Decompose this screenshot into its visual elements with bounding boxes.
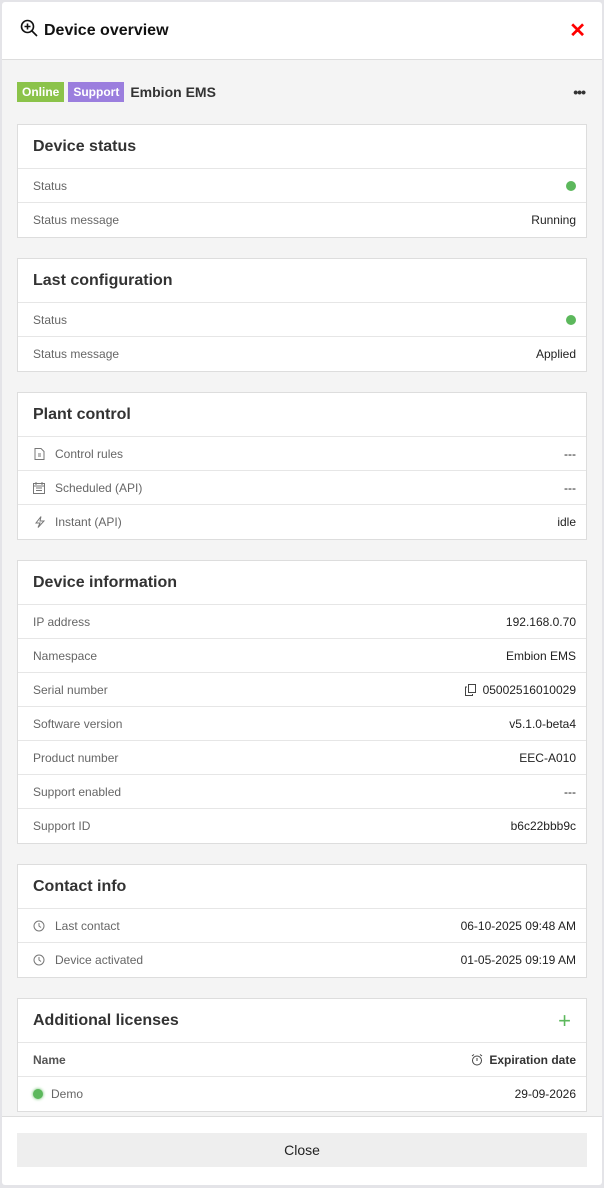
row-label: Namespace — [33, 648, 98, 663]
card-title: Additional licenses + — [18, 999, 586, 1043]
add-license-button[interactable]: + — [558, 1007, 571, 1033]
row-label: Support ID — [33, 819, 91, 833]
info-row: Namespace Embion EMS — [18, 639, 586, 673]
status-dot — [566, 180, 576, 191]
row-label: Status message — [33, 347, 120, 361]
modal-body: Online Support Embion EMS ••• Device sta… — [2, 60, 602, 1117]
info-row: Control rules --- — [18, 437, 586, 471]
info-row: Product number EEC-A010 — [18, 741, 586, 775]
info-row: Software version v5.1.0-beta4 — [18, 707, 586, 741]
info-row: Status message Applied — [18, 337, 586, 371]
row-label: Device activated — [55, 953, 144, 967]
row-label: Demo — [51, 1087, 84, 1101]
row-label: Status — [33, 312, 68, 327]
clock-icon — [33, 954, 45, 966]
info-row: Scheduled (API) --- — [18, 471, 586, 505]
status-dot — [566, 314, 576, 325]
card-title-text: Contact info — [33, 877, 127, 895]
row-label: Name — [33, 1052, 66, 1067]
info-row: Support enabled --- — [18, 775, 586, 809]
row-label: Status message — [33, 213, 120, 227]
row-label: IP address — [33, 614, 91, 629]
device-name: Embion EMS — [130, 84, 216, 100]
info-row: Status — [18, 303, 586, 337]
device-information-card: Device information IP address 192.168.0.70… — [17, 560, 587, 844]
row-label: Serial number — [33, 682, 108, 697]
license-status-dot — [33, 1089, 43, 1099]
card-title: Device information — [18, 561, 586, 605]
close-button[interactable]: Close — [17, 1133, 587, 1167]
modal-title: Device overview — [44, 21, 169, 39]
row-value: --- — [564, 446, 576, 461]
row-value: Embion EMS — [505, 648, 576, 663]
table-header: Name Expiration date — [18, 1043, 586, 1077]
support-badge: Support — [68, 82, 125, 102]
row-label: Status — [33, 178, 68, 193]
info-row: Device activated 01-05-2025 09:19 AM — [18, 943, 586, 977]
additional-licenses-card: Additional licenses + Name Expiration date D… — [17, 998, 587, 1112]
card-title-text: Device status — [33, 137, 137, 155]
plant-control-card: Plant control Control rules --- Scheduled (… — [17, 392, 587, 540]
online-badge: Online — [17, 82, 65, 102]
row-label: Instant (API) — [55, 515, 122, 529]
row-value: Running — [531, 213, 576, 227]
info-row: Status — [18, 169, 586, 203]
info-row: IP address 192.168.0.70 — [18, 605, 586, 639]
device-header: Online Support Embion EMS ••• — [17, 60, 587, 124]
card-title: Device status — [18, 125, 586, 169]
info-row: Support ID b6c22bbb9c — [18, 809, 586, 843]
info-row: Serial number 05002516010029 — [18, 673, 586, 707]
row-value: b6c22bbb9c — [510, 819, 576, 833]
lightning-icon — [33, 516, 45, 528]
row-value: v5.1.0-beta4 — [509, 716, 576, 731]
close-icon[interactable]: ✕ — [569, 19, 586, 42]
row-value: EEC-A010 — [519, 750, 576, 765]
card-title-text: Additional licenses — [33, 1011, 179, 1029]
zoom-in-icon — [20, 19, 38, 42]
modal-header: Device overview ✕ — [2, 2, 602, 60]
last-configuration-card: Last configuration Status Status message Ap… — [17, 258, 587, 372]
info-row: Status message Running — [18, 203, 586, 237]
row-label: Product number — [33, 750, 119, 765]
row-value: Applied — [535, 347, 576, 361]
document-rules-icon — [33, 447, 45, 460]
row-value: 01-05-2025 09:19 AM — [460, 953, 576, 967]
info-row: Demo 29-09-2026 — [18, 1077, 586, 1111]
contact-info-card: Contact info Last contact 06-10-2025 09:48… — [17, 864, 587, 978]
alarm-clock-icon — [471, 1053, 483, 1066]
row-value: 29-09-2026 — [514, 1087, 576, 1101]
row-value: --- — [564, 784, 576, 799]
modal-footer: Close — [2, 1117, 602, 1183]
row-label: Support enabled — [33, 784, 122, 799]
row-value: Expiration date — [489, 1052, 576, 1067]
row-value: 192.168.0.70 — [505, 614, 576, 629]
card-title: Last configuration — [18, 259, 586, 303]
card-title-text: Last configuration — [33, 271, 173, 289]
device-status-card: Device status Status Status message Running — [17, 124, 587, 238]
row-value: 05002516010029 — [482, 682, 576, 697]
row-label: Control rules — [55, 446, 124, 461]
card-title-text: Plant control — [33, 405, 131, 423]
info-row: Instant (API) idle — [18, 505, 586, 539]
row-value: 06-10-2025 09:48 AM — [460, 918, 576, 933]
info-row: Last contact 06-10-2025 09:48 AM — [18, 909, 586, 943]
calendar-icon — [33, 481, 45, 494]
card-title: Plant control — [18, 393, 586, 437]
clock-icon — [33, 920, 45, 932]
more-options-icon[interactable]: ••• — [573, 84, 586, 100]
row-label: Software version — [33, 716, 123, 731]
row-value: --- — [564, 480, 576, 495]
card-title: Contact info — [18, 865, 586, 909]
row-label: Scheduled (API) — [55, 480, 143, 495]
copy-icon[interactable] — [465, 683, 477, 696]
card-title-text: Device information — [33, 573, 178, 591]
row-value: idle — [557, 515, 576, 529]
row-label: Last contact — [55, 918, 120, 933]
